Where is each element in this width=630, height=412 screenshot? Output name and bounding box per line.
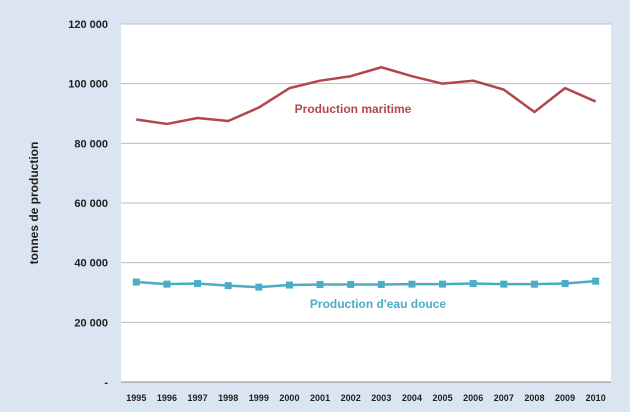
data-point	[561, 280, 569, 288]
x-tick-label: 2007	[494, 393, 514, 403]
data-point	[224, 282, 232, 290]
y-tick-label: 100 000	[68, 79, 108, 91]
y-axis-label: tonnes de production	[27, 142, 41, 265]
data-point	[439, 280, 447, 288]
data-point	[500, 280, 508, 288]
data-point	[469, 280, 477, 288]
x-tick-label: 2010	[586, 393, 606, 403]
data-point	[285, 281, 293, 289]
y-tick-label: 120 000	[68, 19, 108, 31]
x-tick-label: 1998	[218, 393, 238, 403]
x-tick-label: 2008	[524, 393, 544, 403]
y-tick-label: 40 000	[74, 258, 108, 270]
y-tick-label: 60 000	[74, 198, 108, 210]
data-point	[316, 280, 324, 288]
x-tick-label: 2004	[402, 393, 422, 403]
y-tick-label: 20 000	[74, 317, 108, 329]
x-tick-label: 2000	[279, 393, 299, 403]
data-point	[163, 280, 171, 288]
data-point	[194, 280, 202, 288]
data-point	[592, 277, 600, 285]
x-tick-label: 2009	[555, 393, 575, 403]
series-line-1	[136, 279, 596, 289]
data-point	[132, 278, 140, 286]
y-tick-label: 80 000	[74, 138, 108, 150]
series-label-1: Production d'eau douce	[310, 297, 447, 311]
series-line-0	[136, 66, 597, 126]
x-tick-label: 1999	[249, 393, 269, 403]
series-label-0: Production maritime	[295, 102, 412, 116]
x-tick-label: 2005	[433, 393, 453, 403]
x-tick-label: 1997	[188, 393, 208, 403]
data-point	[530, 280, 538, 288]
data-point	[347, 280, 355, 288]
data-point	[408, 280, 416, 288]
x-tick-label: 2003	[371, 393, 391, 403]
x-tick-label: 1995	[126, 393, 146, 403]
x-tick-label: 2001	[310, 393, 330, 403]
y-tick-label: -	[104, 377, 108, 389]
x-tick-label: 2006	[463, 393, 483, 403]
data-point	[255, 283, 263, 291]
data-point	[377, 280, 385, 288]
x-tick-label: 1996	[157, 393, 177, 403]
x-tick-label: 2002	[341, 393, 361, 403]
